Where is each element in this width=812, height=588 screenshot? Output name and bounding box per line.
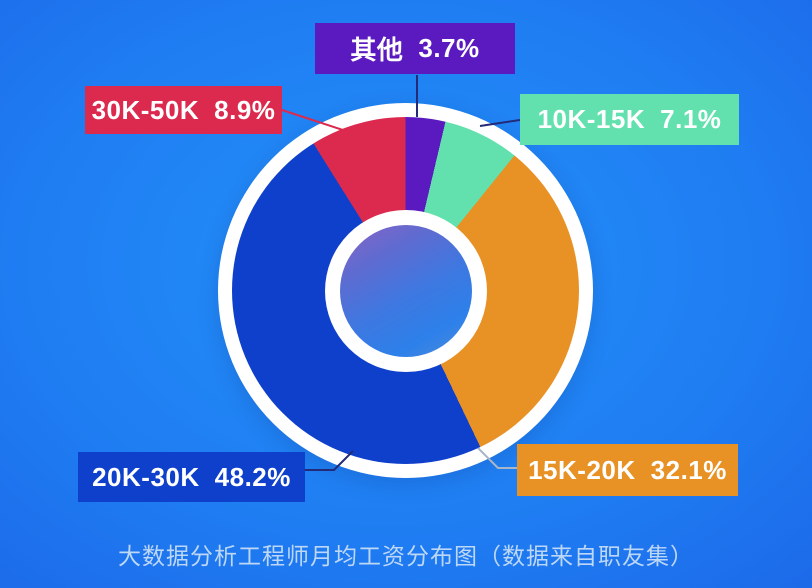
callout-qita: 其他 3.7%	[315, 23, 515, 74]
chart-title: 大数据分析工程师月均工资分布图（数据来自职友集）	[118, 543, 694, 569]
callout-qita-label: 其他	[350, 35, 404, 65]
callout-10k15k-label: 10K-15K	[537, 104, 646, 134]
callout-30k50k-label: 30K-50K	[91, 94, 200, 125]
donut-chart	[218, 103, 593, 478]
callout-qita-value: 3.7%	[418, 33, 480, 63]
callout-20k30k: 20K-30K 48.2%	[78, 452, 305, 502]
callout-10k15k-value: 7.1%	[660, 104, 722, 134]
donut-center	[339, 224, 472, 357]
callout-30k50k: 30K-50K 8.9%	[85, 86, 282, 134]
callout-15k20k-label: 15K-20K	[528, 454, 636, 485]
callout-10k15k: 10K-15K 7.1%	[520, 94, 739, 145]
callout-15k20k-value: 32.1%	[650, 454, 727, 485]
callout-15k20k: 15K-20K 32.1%	[517, 444, 738, 496]
callout-20k30k-label: 20K-30K	[92, 461, 200, 492]
callout-30k50k-value: 8.9%	[214, 94, 276, 125]
callout-20k30k-value: 48.2%	[214, 461, 291, 492]
